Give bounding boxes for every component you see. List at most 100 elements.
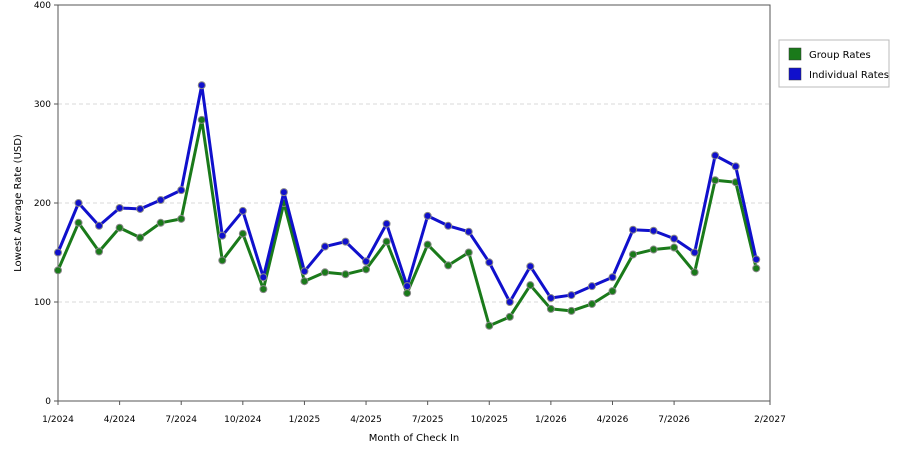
data-point — [587, 299, 596, 308]
data-point — [629, 250, 638, 259]
data-point — [382, 219, 391, 228]
data-point — [218, 231, 227, 240]
y-tick-label: 0 — [45, 397, 51, 407]
data-point — [629, 225, 638, 234]
data-point — [156, 218, 165, 227]
data-point — [362, 257, 371, 266]
y-tick-label: 300 — [34, 100, 51, 110]
data-point — [156, 196, 165, 205]
data-point — [136, 233, 145, 242]
data-point — [690, 268, 699, 277]
x-tick-label: 4/2026 — [597, 415, 629, 425]
data-point — [300, 277, 309, 286]
data-point — [341, 270, 350, 279]
data-point — [95, 221, 104, 230]
data-point — [341, 237, 350, 246]
x-axis: 1/2024 4/2024 7/2024 10/2024 1/2025 4/2025 7/2… — [42, 401, 786, 425]
data-point — [752, 255, 761, 264]
data-point — [177, 186, 186, 195]
data-point — [485, 258, 494, 267]
data-point — [54, 248, 62, 257]
data-point — [74, 199, 83, 207]
legend-label: Group Rates — [809, 50, 871, 61]
data-point — [238, 206, 247, 215]
legend-label: Individual Rates — [809, 70, 889, 81]
data-point — [670, 234, 679, 243]
data-point — [608, 273, 617, 282]
data-point — [567, 291, 576, 300]
x-tick-label: 4/2024 — [104, 415, 136, 425]
data-point — [567, 306, 576, 315]
series-line — [56, 83, 758, 304]
data-point — [649, 245, 658, 254]
data-point — [279, 188, 288, 197]
data-point — [74, 218, 83, 227]
data-point — [115, 223, 124, 232]
x-tick-label: 2/2027 — [754, 415, 786, 425]
data-point — [238, 229, 247, 238]
y-tick-label: 400 — [34, 1, 51, 11]
data-point — [423, 211, 432, 220]
data-point — [690, 248, 699, 257]
legend: Group Rates Individual Rates — [778, 39, 890, 88]
series-group — [54, 81, 761, 330]
x-axis-title: Month of Check In — [369, 433, 460, 444]
data-point — [197, 115, 206, 124]
data-point — [505, 298, 514, 306]
data-point — [218, 256, 227, 265]
x-tick-label: 1/2026 — [535, 415, 567, 425]
grid-lines — [58, 103, 770, 303]
x-tick-label: 10/2024 — [224, 415, 262, 425]
x-tick-label: 4/2025 — [350, 415, 382, 425]
y-tick-label: 200 — [34, 199, 51, 209]
data-point — [464, 227, 473, 236]
x-tick-label: 10/2025 — [471, 415, 508, 425]
data-point — [362, 265, 371, 274]
data-point — [444, 221, 453, 230]
data-point — [546, 294, 555, 303]
data-point — [587, 282, 596, 291]
x-tick-label: 1/2024 — [42, 415, 74, 425]
x-tick-label: 7/2025 — [412, 415, 444, 425]
x-tick-label: 7/2026 — [658, 415, 690, 425]
data-point — [649, 226, 658, 235]
data-point — [505, 312, 514, 321]
data-point — [711, 176, 720, 185]
y-tick-label: 100 — [34, 298, 51, 308]
data-point — [752, 264, 761, 273]
data-point — [526, 281, 535, 290]
data-point — [464, 248, 473, 257]
data-point — [670, 243, 679, 252]
data-point — [485, 321, 494, 330]
series-group-rates — [54, 115, 761, 330]
data-point — [608, 287, 617, 296]
data-point — [259, 273, 268, 282]
data-point — [300, 267, 309, 276]
data-point — [403, 289, 412, 298]
data-point — [423, 240, 432, 249]
data-point — [259, 285, 268, 294]
data-point — [403, 282, 412, 291]
x-tick-label: 1/2025 — [289, 415, 321, 425]
data-point — [711, 151, 720, 160]
y-axis: 0 100 200 300 400 — [34, 1, 58, 407]
data-point — [382, 237, 391, 246]
data-point — [731, 162, 740, 171]
data-point — [320, 268, 329, 277]
x-tick-label: 7/2024 — [165, 415, 197, 425]
data-point — [546, 304, 555, 313]
data-point — [54, 266, 62, 275]
data-point — [526, 262, 535, 271]
data-point — [197, 81, 206, 90]
data-point — [177, 214, 186, 223]
legend-swatch — [788, 67, 802, 81]
data-point — [320, 242, 329, 251]
data-point — [136, 204, 145, 213]
legend-swatch — [788, 47, 802, 61]
data-point — [115, 203, 124, 212]
y-axis-title: Lowest Average Rate (USD) — [13, 134, 24, 272]
data-point — [95, 247, 104, 256]
series-individual-rates — [54, 81, 761, 306]
data-point — [444, 261, 453, 270]
